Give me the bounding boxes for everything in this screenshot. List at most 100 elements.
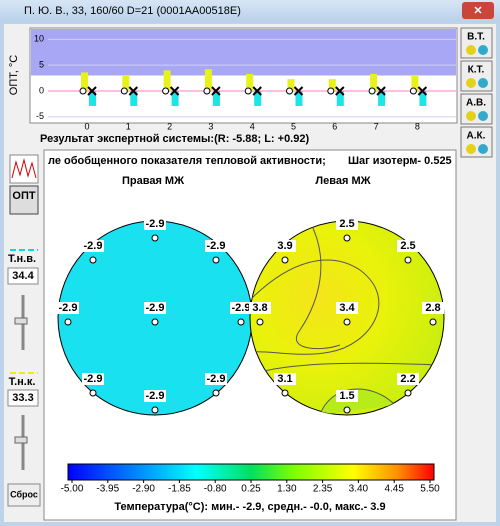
bar <box>328 79 336 91</box>
point-marker <box>281 389 289 397</box>
marker-circle <box>368 87 376 95</box>
point-marker <box>343 234 351 242</box>
close-icon: ✕ <box>473 5 482 17</box>
point-label: -2.9 <box>232 302 251 314</box>
point-label-bg <box>274 240 296 252</box>
upper-value: 34.4 <box>12 270 34 282</box>
marker-x <box>293 86 304 96</box>
point-label-bg <box>144 218 166 230</box>
point-marker <box>151 406 159 414</box>
point-label: 2.5 <box>400 240 415 252</box>
isotherm <box>259 362 441 373</box>
point-label: -2.9 <box>146 218 165 230</box>
point-marker <box>64 318 72 326</box>
colorbar-tick-label: -2.90 <box>132 484 155 495</box>
marker-x <box>128 86 139 96</box>
icon-graph <box>11 158 37 179</box>
y-tick-label: 0 <box>39 85 44 95</box>
side-button-icon <box>466 45 476 55</box>
side-button-label: В.Т. <box>467 32 485 43</box>
point-label-bg <box>144 390 166 402</box>
point-label-bg <box>82 240 104 252</box>
lower-thumb[interactable] <box>14 436 28 444</box>
point-marker <box>343 318 351 326</box>
upper-box <box>7 267 39 285</box>
point-marker <box>212 389 220 397</box>
upper-thumb[interactable] <box>14 317 28 325</box>
isotherm <box>295 221 341 350</box>
x-tick-label: 0 <box>84 121 89 131</box>
window-title: П. Ю. В., 33, 160/60 D=21 (0001AA00518E) <box>24 5 241 17</box>
left-title: Левая МЖ <box>315 175 370 187</box>
point-label: 2.8 <box>425 302 440 314</box>
x-tick-label: 3 <box>208 121 213 131</box>
side-button-label: К.Т. <box>468 65 485 76</box>
point-label-bg <box>336 390 358 402</box>
side-button-icon <box>466 78 476 88</box>
marker-circle <box>79 87 87 95</box>
bar <box>163 70 171 91</box>
bar <box>89 91 96 106</box>
bar <box>370 73 378 91</box>
point-label: 3.1 <box>277 373 292 385</box>
opt-button[interactable] <box>9 185 39 215</box>
point-marker <box>237 318 245 326</box>
colorbar-tick-label: 5.50 <box>420 484 440 495</box>
colorbar-tick-label: 3.40 <box>349 484 369 495</box>
header-right: Шаг изотерм- 0.525 <box>348 155 452 167</box>
bar <box>122 74 130 91</box>
colorbar-tick-label: 0.25 <box>241 484 261 495</box>
bar <box>419 91 427 106</box>
point-label: -2.9 <box>84 373 103 385</box>
marker-x <box>169 86 180 96</box>
point-label-bg <box>422 302 444 314</box>
point-marker <box>281 256 289 264</box>
colorbar-tick-label: 4.45 <box>384 484 404 495</box>
side-button-icon <box>478 45 488 55</box>
bar <box>204 69 212 91</box>
close-button[interactable] <box>462 2 494 19</box>
point-label: -2.9 <box>59 302 78 314</box>
lower-box <box>7 389 39 407</box>
colorbar-tick-label: -0.80 <box>204 484 227 495</box>
bar <box>378 91 386 106</box>
bar <box>212 91 220 106</box>
point-label-bg <box>230 302 252 314</box>
point-label: -2.9 <box>207 373 226 385</box>
side-button-icon <box>466 144 476 154</box>
bar <box>287 79 295 91</box>
x-tick-label: 8 <box>415 121 420 131</box>
colorbar-tick-label: -5.00 <box>61 484 84 495</box>
right-title: Правая МЖ <box>122 175 184 187</box>
x-tick-label: 2 <box>167 121 172 131</box>
reset-button[interactable] <box>7 483 41 507</box>
point-marker <box>151 234 159 242</box>
lower-label: Т.н.к. <box>9 376 36 388</box>
point-label: -2.9 <box>146 302 165 314</box>
point-marker <box>256 318 264 326</box>
x-tick-label: 6 <box>332 121 337 131</box>
marker-circle <box>120 87 128 95</box>
lower-value: 33.3 <box>12 392 33 404</box>
x-tick-label: 7 <box>374 121 379 131</box>
marker-circle <box>244 87 252 95</box>
marker-circle <box>409 87 417 95</box>
upper-label: Т.н.в. <box>8 253 36 265</box>
side-button-label: А.В. <box>466 98 486 109</box>
colorbar-tick-label: -3.95 <box>96 484 119 495</box>
point-label-bg <box>205 373 227 385</box>
marker-circle <box>162 87 170 95</box>
point-label: 3.4 <box>339 302 355 314</box>
colorbar-tick-label: 2.35 <box>313 484 333 495</box>
side-button-icon <box>478 78 488 88</box>
colorbar <box>67 463 435 481</box>
point-label: 2.2 <box>400 373 415 385</box>
y-tick-label: -5 <box>36 111 44 121</box>
point-label: 3.9 <box>277 240 292 252</box>
marker-x <box>417 86 428 96</box>
bar <box>295 91 303 106</box>
point-marker <box>212 256 220 264</box>
marker-circle <box>286 87 293 95</box>
x-tick-label: 5 <box>291 121 296 131</box>
